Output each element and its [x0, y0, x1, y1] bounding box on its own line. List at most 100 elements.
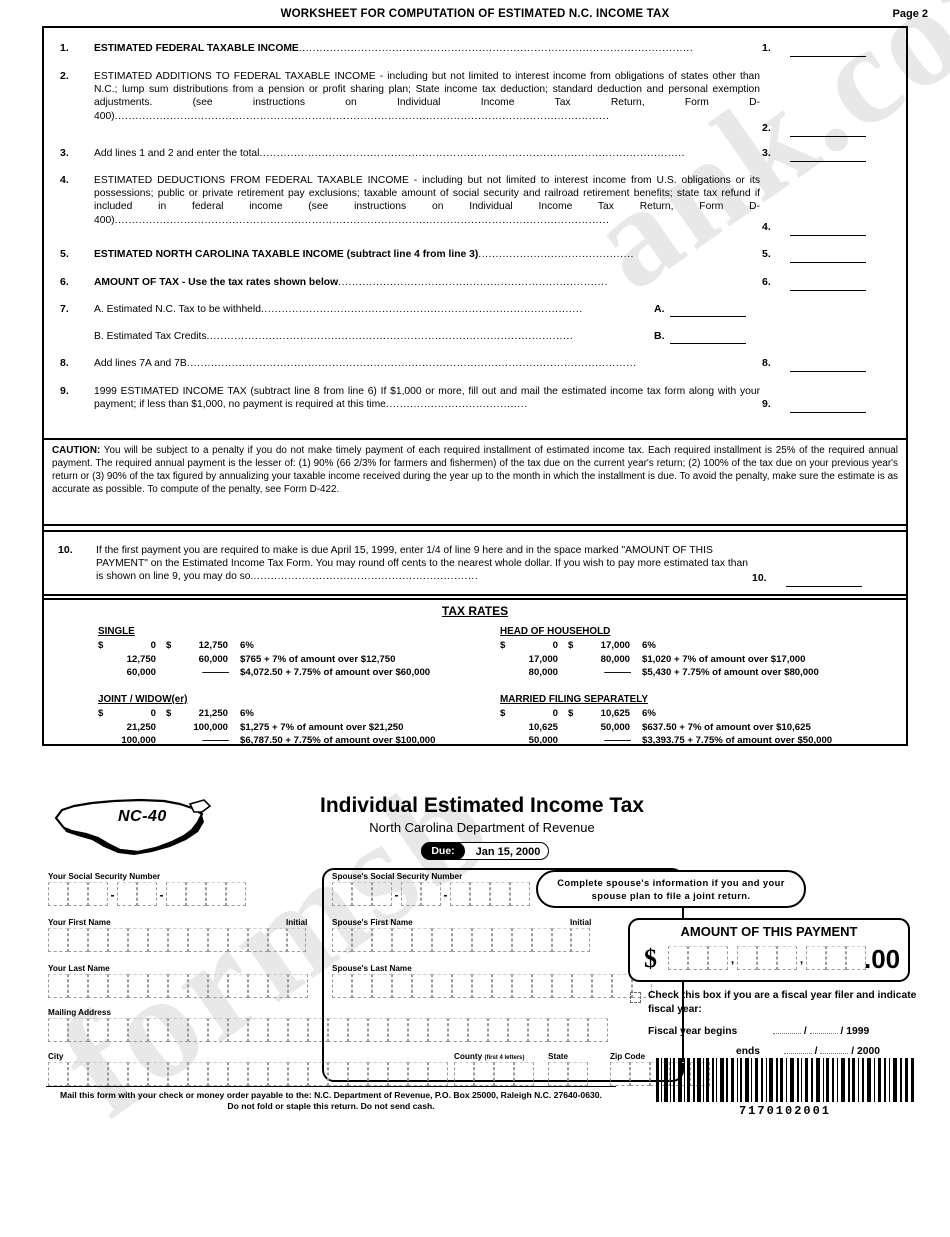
name-cell[interactable]: [452, 928, 472, 952]
amount-cell[interactable]: [708, 946, 728, 970]
input-payment-amount[interactable]: , ,: [668, 946, 866, 970]
city-cell[interactable]: [388, 1062, 408, 1086]
answer-line-6[interactable]: [790, 290, 866, 291]
city-cell[interactable]: [308, 1062, 328, 1086]
ssn-cell[interactable]: [510, 882, 530, 906]
state-cell[interactable]: [548, 1062, 568, 1086]
address-cell[interactable]: [248, 1018, 268, 1042]
amount-cell[interactable]: [777, 946, 797, 970]
ssn-cell[interactable]: [226, 882, 246, 906]
name-cell[interactable]: [288, 974, 308, 998]
state-cell[interactable]: [568, 1062, 588, 1086]
county-cell[interactable]: [474, 1062, 494, 1086]
name-cell[interactable]: [148, 928, 168, 952]
input-your-first-name[interactable]: [48, 928, 288, 952]
address-cell[interactable]: [128, 1018, 148, 1042]
name-cell[interactable]: [572, 974, 592, 998]
name-cell[interactable]: [392, 974, 412, 998]
address-cell[interactable]: [488, 1018, 508, 1042]
name-cell[interactable]: [412, 928, 432, 952]
name-cell[interactable]: [432, 974, 452, 998]
input-mailing-address[interactable]: [48, 1018, 608, 1042]
address-cell[interactable]: [268, 1018, 288, 1042]
name-cell[interactable]: [48, 928, 68, 952]
address-cell[interactable]: [468, 1018, 488, 1042]
name-cell[interactable]: [228, 928, 248, 952]
amount-cell[interactable]: [846, 946, 866, 970]
name-cell[interactable]: [268, 974, 288, 998]
ssn-cell[interactable]: [186, 882, 206, 906]
city-cell[interactable]: [108, 1062, 128, 1086]
zip-cell[interactable]: [630, 1062, 650, 1086]
ssn-cell[interactable]: [88, 882, 108, 906]
zip-cell[interactable]: [610, 1062, 630, 1086]
answer-line-9[interactable]: [790, 412, 866, 413]
name-cell[interactable]: [612, 974, 632, 998]
fiscal-begins-day[interactable]: [809, 1033, 838, 1034]
ssn-cell[interactable]: [48, 882, 68, 906]
name-cell[interactable]: [492, 974, 512, 998]
city-cell[interactable]: [288, 1062, 308, 1086]
name-cell[interactable]: [472, 928, 492, 952]
name-cell[interactable]: [248, 974, 268, 998]
input-city[interactable]: [48, 1062, 448, 1086]
name-cell[interactable]: [332, 974, 352, 998]
input-spouse-first-name[interactable]: [332, 928, 572, 952]
amount-cell[interactable]: [806, 946, 826, 970]
address-cell[interactable]: [188, 1018, 208, 1042]
address-cell[interactable]: [388, 1018, 408, 1042]
name-cell[interactable]: [208, 974, 228, 998]
amount-cell[interactable]: [757, 946, 777, 970]
input-county[interactable]: [454, 1062, 534, 1086]
name-cell[interactable]: [168, 974, 188, 998]
name-cell[interactable]: [552, 928, 572, 952]
name-cell[interactable]: [108, 974, 128, 998]
name-cell[interactable]: [512, 974, 532, 998]
address-cell[interactable]: [168, 1018, 188, 1042]
address-cell[interactable]: [528, 1018, 548, 1042]
address-cell[interactable]: [428, 1018, 448, 1042]
name-cell[interactable]: [532, 928, 552, 952]
city-cell[interactable]: [368, 1062, 388, 1086]
county-cell[interactable]: [494, 1062, 514, 1086]
name-cell[interactable]: [188, 928, 208, 952]
name-cell[interactable]: [372, 928, 392, 952]
name-cell[interactable]: [492, 928, 512, 952]
name-cell[interactable]: [592, 974, 612, 998]
ssn-cell[interactable]: [206, 882, 226, 906]
answer-line-7a[interactable]: [670, 316, 746, 317]
answer-line-3[interactable]: [790, 161, 866, 162]
city-cell[interactable]: [88, 1062, 108, 1086]
input-spouse-last-name[interactable]: [332, 974, 652, 998]
address-cell[interactable]: [48, 1018, 68, 1042]
address-cell[interactable]: [308, 1018, 328, 1042]
name-cell[interactable]: [432, 928, 452, 952]
ssn-cell[interactable]: [372, 882, 392, 906]
name-cell[interactable]: [512, 928, 532, 952]
answer-line-7b[interactable]: [670, 343, 746, 344]
answer-line-1[interactable]: [790, 56, 866, 57]
fiscal-year-checkbox[interactable]: [630, 992, 641, 1003]
address-cell[interactable]: [568, 1018, 588, 1042]
city-cell[interactable]: [228, 1062, 248, 1086]
name-cell[interactable]: [532, 974, 552, 998]
name-cell[interactable]: [352, 928, 372, 952]
address-cell[interactable]: [108, 1018, 128, 1042]
address-cell[interactable]: [68, 1018, 88, 1042]
address-cell[interactable]: [208, 1018, 228, 1042]
city-cell[interactable]: [348, 1062, 368, 1086]
fiscal-ends-month[interactable]: [783, 1053, 812, 1054]
name-cell[interactable]: [372, 974, 392, 998]
city-cell[interactable]: [428, 1062, 448, 1086]
city-cell[interactable]: [188, 1062, 208, 1086]
name-cell[interactable]: [128, 928, 148, 952]
city-cell[interactable]: [208, 1062, 228, 1086]
name-cell[interactable]: [392, 928, 412, 952]
address-cell[interactable]: [408, 1018, 428, 1042]
ssn-cell[interactable]: [421, 882, 441, 906]
input-your-ssn[interactable]: - -: [48, 882, 246, 906]
name-cell[interactable]: [452, 974, 472, 998]
ssn-cell[interactable]: [68, 882, 88, 906]
name-cell[interactable]: [68, 928, 88, 952]
name-cell[interactable]: [248, 928, 268, 952]
